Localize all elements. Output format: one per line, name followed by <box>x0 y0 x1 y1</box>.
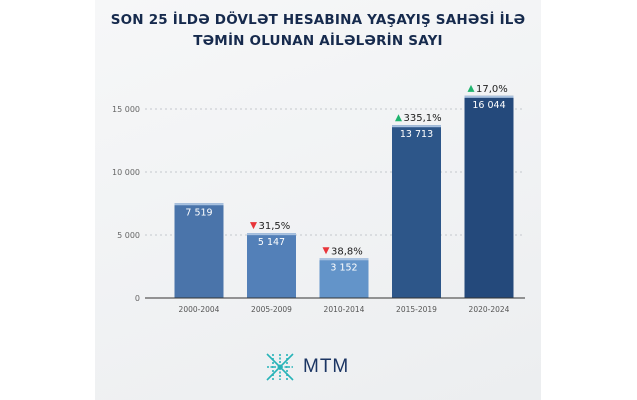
bar-top-highlight <box>392 125 441 128</box>
bar <box>464 95 514 298</box>
y-tick-label: 5 000 <box>117 231 140 240</box>
x-tick-label: 2020-2024 <box>469 305 510 314</box>
change-label: 31,5% <box>259 221 291 232</box>
title-line-2: TƏMİN OLUNAN AİLƏLƏRİN SAYI <box>193 33 443 49</box>
triangle-down-icon <box>322 247 330 255</box>
x-tick-label: 2005-2009 <box>251 305 292 314</box>
bar-top-highlight <box>464 95 514 98</box>
bar <box>392 125 441 298</box>
y-tick-label: 0 <box>135 294 140 303</box>
bar <box>319 258 369 298</box>
y-tick-label: 10 000 <box>112 168 140 177</box>
x-tick-label: 2015-2019 <box>396 305 437 314</box>
bar-top-highlight <box>247 233 296 236</box>
y-tick-label: 15 000 <box>112 105 140 114</box>
bar-value-label: 13 713 <box>400 129 433 140</box>
bar-value-label: 7 519 <box>185 207 212 218</box>
bar-value-label: 5 147 <box>258 237 285 248</box>
chart-title: SON 25 İLDƏ DÖVLƏT HESABINA YAŞAYIŞ SAHƏ… <box>95 10 541 52</box>
bar <box>247 233 296 298</box>
title-line-1: SON 25 İLDƏ DÖVLƏT HESABINA YAŞAYIŞ SAHƏ… <box>110 12 526 28</box>
x-tick-label: 2010-2014 <box>324 305 365 314</box>
triangle-up-icon <box>395 114 402 122</box>
triangle-up-icon <box>467 84 475 92</box>
bar-top-highlight <box>174 203 224 206</box>
mtm-logo: MTM <box>265 352 349 382</box>
change-label: 17,0% <box>476 84 508 95</box>
x-tick-label: 2000-2004 <box>179 305 220 314</box>
triangle-down-icon <box>250 222 257 230</box>
change-label: 335,1% <box>404 113 442 124</box>
change-label: 38,8% <box>331 246 363 257</box>
bar-top-highlight <box>319 258 369 261</box>
logo-text: MTM <box>303 356 350 377</box>
bar <box>174 203 224 298</box>
bar-value-label: 3 152 <box>330 262 357 273</box>
bar-value-label: 16 044 <box>472 100 505 111</box>
logo-mark-icon <box>266 353 294 381</box>
